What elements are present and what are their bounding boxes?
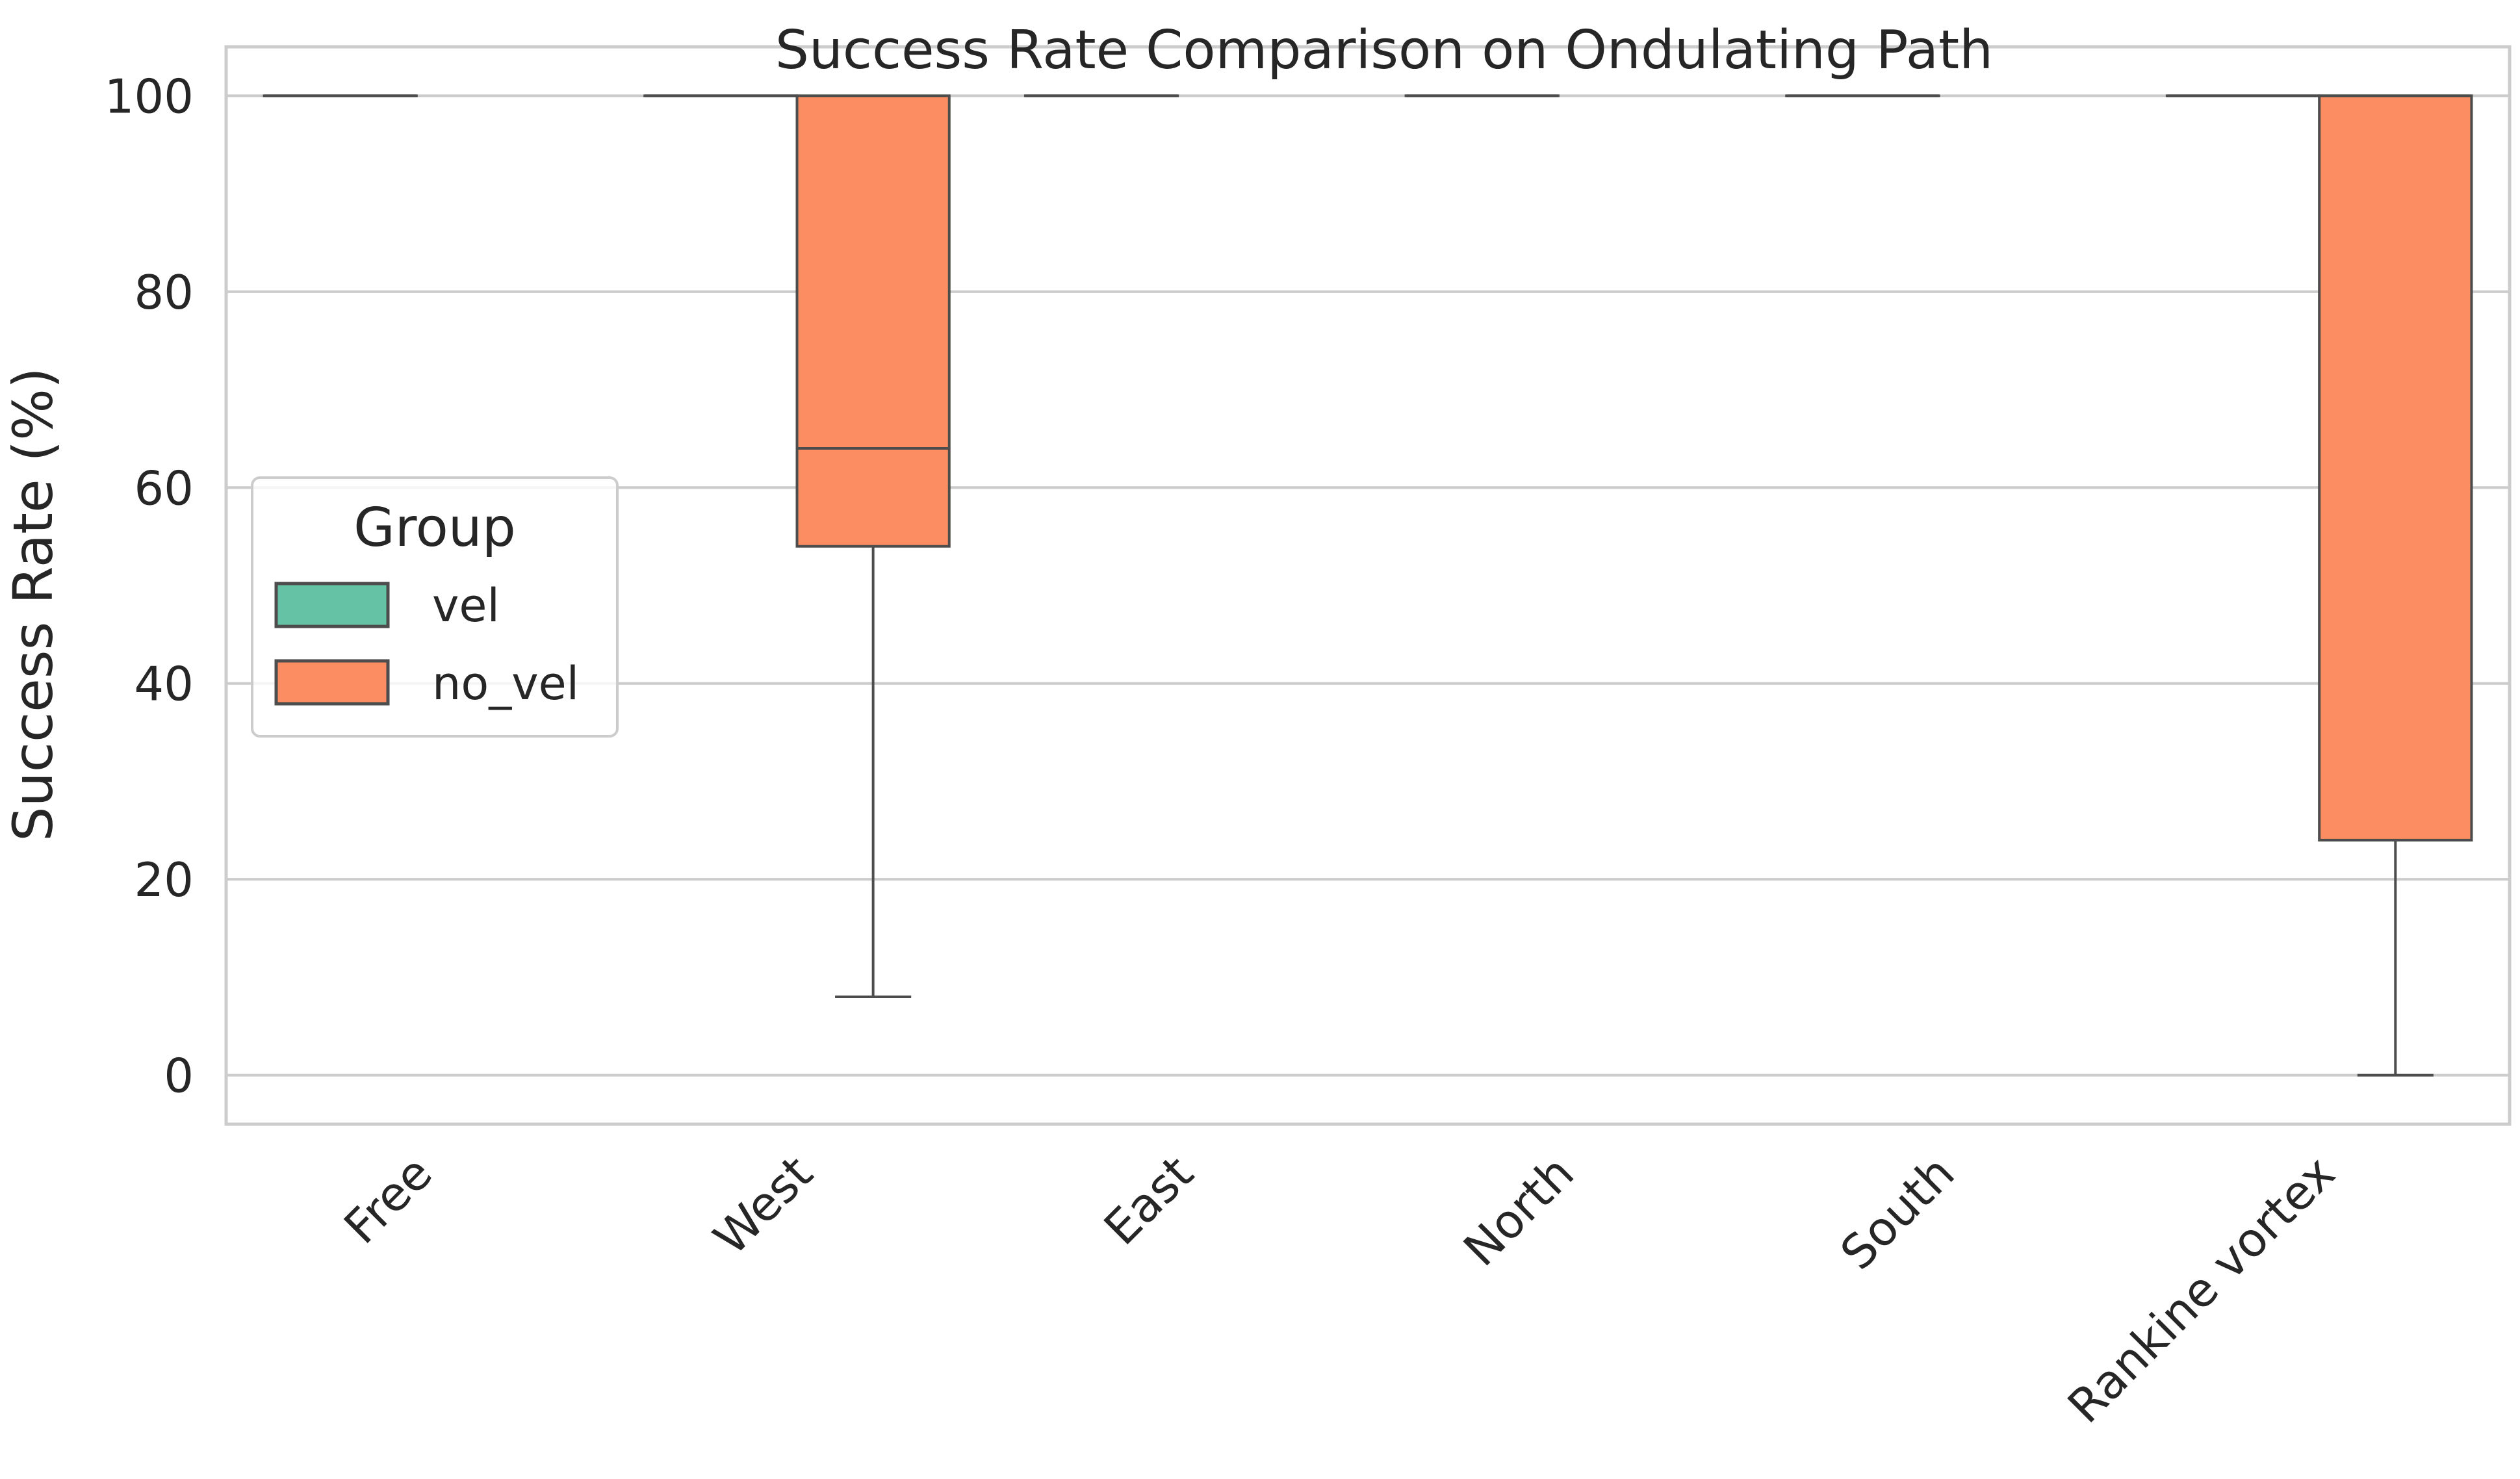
- legend-title: Group: [354, 497, 516, 559]
- legend-label-no-vel: no_vel: [432, 657, 579, 710]
- chart-title: Success Rate Comparison on Ondulating Pa…: [775, 19, 1993, 81]
- y-tick-label: 80: [134, 265, 194, 320]
- legend-swatch-vel: [274, 582, 390, 628]
- marks-layer: [263, 94, 2473, 1077]
- y-tick-label: 0: [164, 1049, 194, 1103]
- box-body: [795, 94, 951, 548]
- y-tick-label: 20: [134, 853, 194, 907]
- box-body: [2318, 94, 2473, 842]
- y-axis-label: Success Rate (%): [1, 367, 65, 842]
- legend-label-vel: vel: [432, 579, 500, 632]
- box-no_vel-1: [795, 94, 951, 999]
- y-tick-label: 60: [134, 461, 194, 515]
- box-no_vel-5: [2318, 94, 2473, 1077]
- y-tick-labels: 0 20 40 60 80 100: [105, 69, 194, 1103]
- plot-frame: [224, 45, 2512, 1126]
- y-tick-label: 100: [105, 69, 194, 123]
- legend-swatch-no-vel: [274, 659, 390, 706]
- y-tick-label: 40: [134, 657, 194, 712]
- legend: Group vel no_vel: [251, 476, 619, 738]
